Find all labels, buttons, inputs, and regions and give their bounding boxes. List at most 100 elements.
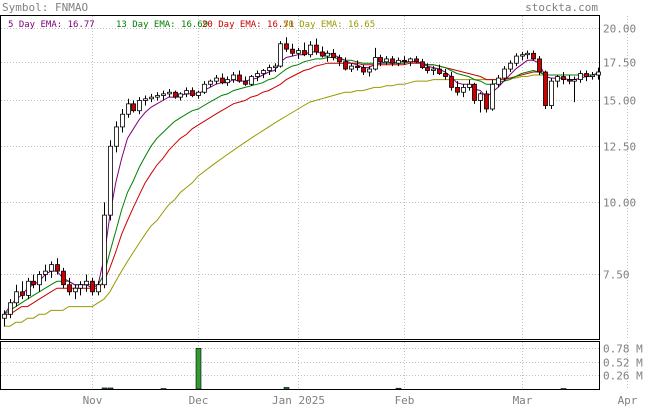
candle <box>390 56 395 67</box>
candle <box>131 100 136 113</box>
candle <box>214 75 219 85</box>
candle <box>26 277 31 300</box>
down-candle-body <box>290 48 295 54</box>
volume-tick-label: 0.52 M <box>603 357 643 370</box>
up-candle-body <box>596 71 601 76</box>
down-candle-body <box>284 43 289 50</box>
down-candle-body <box>220 77 225 84</box>
price-tick-label: 12.50 <box>603 141 636 154</box>
candle <box>549 78 554 109</box>
site-name: stockta.com <box>525 1 598 14</box>
up-candle-body <box>143 98 148 101</box>
candle <box>572 76 577 103</box>
candle <box>61 267 66 289</box>
down-candle-body <box>20 291 25 296</box>
down-candle-body <box>190 90 195 96</box>
candle <box>78 281 83 296</box>
up-candle-body <box>73 287 78 293</box>
candle <box>455 81 460 96</box>
candle <box>308 41 313 58</box>
volume-tick-label: 0.78 M <box>603 343 643 356</box>
candle <box>273 63 278 73</box>
candle <box>143 95 148 106</box>
up-candle-body <box>202 83 207 93</box>
price-tick-label: 7.50 <box>603 269 630 282</box>
up-candle-body <box>78 284 83 289</box>
candle <box>108 140 113 221</box>
volume-bar <box>101 387 108 390</box>
up-candle-body <box>408 58 413 63</box>
candle <box>290 43 295 57</box>
down-candle-body <box>302 50 307 56</box>
candle <box>437 64 442 76</box>
candle <box>396 57 401 67</box>
candle <box>14 284 19 307</box>
legend-ema-50: 50 Day EMA: 16.65 <box>283 20 375 30</box>
up-candle-body <box>520 54 525 57</box>
candles <box>2 37 601 327</box>
candle <box>137 97 142 115</box>
up-candle-body <box>349 65 354 70</box>
volume-bar <box>395 387 402 390</box>
up-candle-body <box>502 68 507 79</box>
candle <box>167 89 172 98</box>
date-tick-label: Jan 2025 <box>272 394 325 406</box>
down-candle-body <box>31 280 36 286</box>
candle <box>443 69 448 80</box>
down-candle-body <box>531 52 536 60</box>
candle <box>96 281 101 296</box>
candle <box>284 37 289 52</box>
candle <box>102 202 107 289</box>
legend-ema-5: 5 Day EMA: 16.77 <box>8 20 95 30</box>
volume-grid-lines <box>1 342 628 389</box>
candle <box>225 76 230 86</box>
ema-legend: 5 Day EMA: 16.77 13 Day EMA: 16.69 20 Da… <box>8 20 375 30</box>
candle <box>508 60 513 73</box>
down-candle-body <box>67 284 72 293</box>
candle <box>126 98 131 118</box>
down-candle-body <box>537 58 542 73</box>
candle <box>249 75 254 86</box>
grid-lines <box>1 16 628 339</box>
candle <box>314 38 319 55</box>
up-candle-body <box>431 68 436 71</box>
candle <box>425 63 430 74</box>
down-candle-body <box>331 52 336 58</box>
candle <box>420 58 425 70</box>
candle <box>537 56 542 76</box>
volume-bar <box>107 387 114 390</box>
candle <box>120 108 125 133</box>
up-candle-body <box>167 91 172 95</box>
down-candle-body <box>173 91 178 98</box>
up-candle-body <box>126 103 131 115</box>
candle <box>320 46 325 58</box>
candle <box>114 121 119 153</box>
candle <box>555 75 560 88</box>
up-candle-body <box>102 214 107 286</box>
up-candle-body <box>120 113 125 128</box>
candle <box>408 57 413 67</box>
candle <box>584 70 589 82</box>
down-candle-body <box>90 280 95 293</box>
candle <box>561 72 566 85</box>
candle <box>31 274 36 289</box>
up-candle-body <box>308 44 313 56</box>
candle <box>367 66 372 77</box>
down-candle-body <box>55 264 60 272</box>
candle <box>8 299 13 319</box>
date-tick-label: Mar <box>513 394 533 406</box>
up-candle-body <box>161 93 166 96</box>
candle <box>296 47 301 59</box>
down-candle-body <box>131 103 136 112</box>
candle <box>514 53 519 67</box>
up-candle-body <box>549 80 554 106</box>
up-candle-body <box>514 55 519 64</box>
down-candle-body <box>443 73 448 77</box>
candle <box>414 56 419 64</box>
volume-bar <box>560 388 567 390</box>
up-candle-body <box>373 57 378 70</box>
down-candle-body <box>449 76 454 88</box>
candle <box>161 90 166 101</box>
candle <box>267 64 272 76</box>
price-axis: 20.00 17.50 15.00 12.50 10.00 7.50 <box>603 23 636 282</box>
